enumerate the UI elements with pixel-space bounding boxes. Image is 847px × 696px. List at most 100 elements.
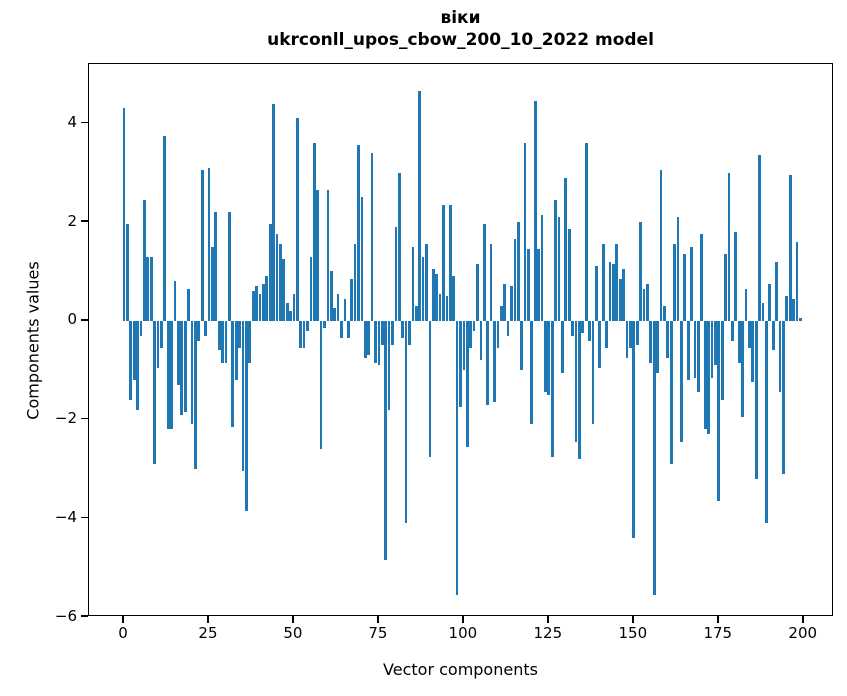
bar [414, 305, 418, 321]
x-tick-label: 50 [283, 624, 303, 642]
bar [564, 177, 568, 321]
bar [353, 244, 357, 321]
bar [126, 224, 129, 321]
x-tick-mark [122, 616, 124, 623]
bar [527, 249, 530, 321]
y-tick-mark [81, 319, 88, 321]
bar [683, 254, 687, 321]
bar [204, 320, 207, 336]
bar [754, 320, 758, 479]
bar [299, 320, 303, 348]
bar [578, 320, 581, 459]
bar [265, 276, 269, 321]
bar [550, 320, 554, 457]
y-tick-label: 4 [67, 112, 77, 131]
bar [459, 320, 462, 408]
x-tick-label: 200 [788, 624, 818, 642]
bar [408, 320, 411, 346]
bar [798, 318, 802, 321]
bar [234, 320, 238, 380]
bar [418, 91, 422, 321]
bar [139, 320, 143, 336]
bar [598, 320, 602, 368]
bar [343, 298, 347, 321]
bar [595, 266, 598, 321]
bar [363, 320, 367, 358]
bar [309, 256, 313, 321]
bar [221, 320, 224, 363]
y-tick-label: −2 [54, 409, 77, 427]
x-tick-mark [802, 616, 804, 623]
x-tick-mark [547, 616, 549, 623]
bar [676, 217, 680, 321]
bar [574, 320, 578, 442]
bar [567, 229, 571, 321]
bar [499, 305, 503, 321]
bar [649, 320, 653, 363]
bar [214, 212, 218, 321]
bar [510, 286, 513, 321]
bar [462, 320, 466, 371]
bar [143, 199, 146, 321]
x-tick-mark [717, 616, 719, 623]
bar [149, 256, 153, 321]
x-tick-label: 150 [618, 624, 648, 642]
bar [486, 320, 490, 405]
bar [465, 320, 469, 447]
bar [333, 308, 337, 321]
bar [734, 231, 738, 321]
bar [693, 320, 697, 378]
bar [544, 320, 547, 393]
bar [656, 320, 659, 373]
bar [200, 170, 204, 321]
bar [781, 320, 785, 474]
bar [741, 320, 744, 418]
bar [380, 320, 384, 346]
x-tick-label: 175 [703, 624, 733, 642]
bar [207, 167, 211, 321]
y-tick-label: 0 [67, 310, 77, 329]
bar [401, 320, 405, 339]
bar [136, 320, 139, 410]
x-tick-mark [292, 616, 294, 623]
x-tick-label: 75 [368, 624, 388, 642]
bar [710, 320, 714, 378]
bar [479, 320, 483, 361]
bar [442, 204, 445, 321]
bar [469, 320, 473, 348]
bar [788, 175, 792, 321]
bar [445, 296, 449, 321]
x-tick-label: 100 [448, 624, 478, 642]
bar [666, 320, 670, 358]
bar [547, 320, 551, 395]
bar [183, 320, 187, 413]
bar [384, 320, 388, 561]
y-tick-mark [81, 417, 88, 420]
bar [173, 281, 177, 321]
bar [238, 320, 241, 348]
x-tick-mark [632, 616, 634, 623]
bar [632, 320, 636, 538]
bar [629, 320, 632, 348]
bar [245, 320, 248, 511]
y-tick-label: −6 [54, 606, 77, 625]
bar [282, 259, 286, 321]
bar [177, 320, 180, 385]
bar [268, 224, 272, 321]
bar [472, 320, 476, 331]
bar [391, 320, 394, 346]
bar [588, 320, 591, 341]
bar [153, 320, 156, 464]
x-tick-label: 0 [118, 624, 128, 642]
chart-title-line1: віки [440, 8, 481, 28]
bar [761, 303, 765, 321]
bar [605, 320, 608, 348]
bar [533, 101, 537, 321]
bar [326, 189, 330, 321]
plot-area [88, 63, 833, 616]
bar [489, 244, 493, 321]
y-tick-mark [81, 121, 88, 123]
bar [669, 320, 673, 464]
bar [329, 271, 333, 321]
